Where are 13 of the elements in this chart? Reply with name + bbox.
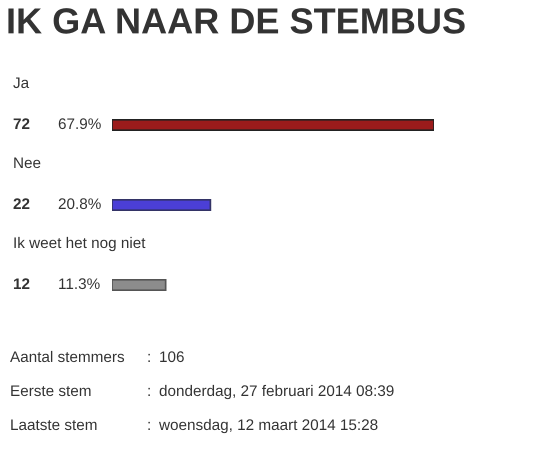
y-tick-label: Ik weet het nog niet <box>14 236 146 252</box>
text: 67.9% <box>58 118 101 130</box>
data-label: 72 <box>14 118 30 129</box>
text: 20.8% <box>58 198 101 210</box>
text: Laatste stem : woensdag, 12 maart 2014 15:28 <box>11 418 378 434</box>
text: Aantal stemmers : 106 <box>10 350 184 362</box>
y-tick-label: Nee <box>14 157 40 168</box>
text: Eerste stem : donderdag, 27 februari 2014 08:39 <box>11 384 394 400</box>
y-tick-label: Ja <box>13 77 30 88</box>
data-label: 22 <box>14 198 30 209</box>
data-label: 12 <box>14 278 30 289</box>
chart-title: IK GA NAAR DE STEMBUS <box>8 8 465 34</box>
text: 11.3% <box>59 278 100 290</box>
